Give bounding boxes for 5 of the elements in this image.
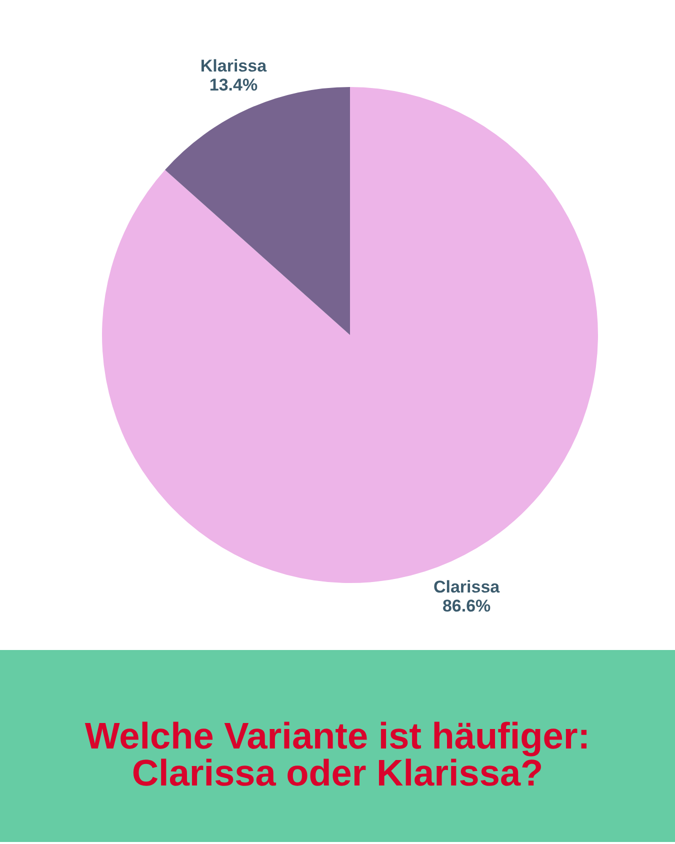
text: Welche Variante ist häufiger: Clarissa oder Klarissa?	[84, 715, 590, 794]
slice-label: Klarissa	[200, 56, 268, 76]
data-label: 86.6%	[442, 596, 491, 616]
slice-label: Clarissa	[433, 577, 500, 596]
data-label: 13.4%	[209, 76, 258, 95]
